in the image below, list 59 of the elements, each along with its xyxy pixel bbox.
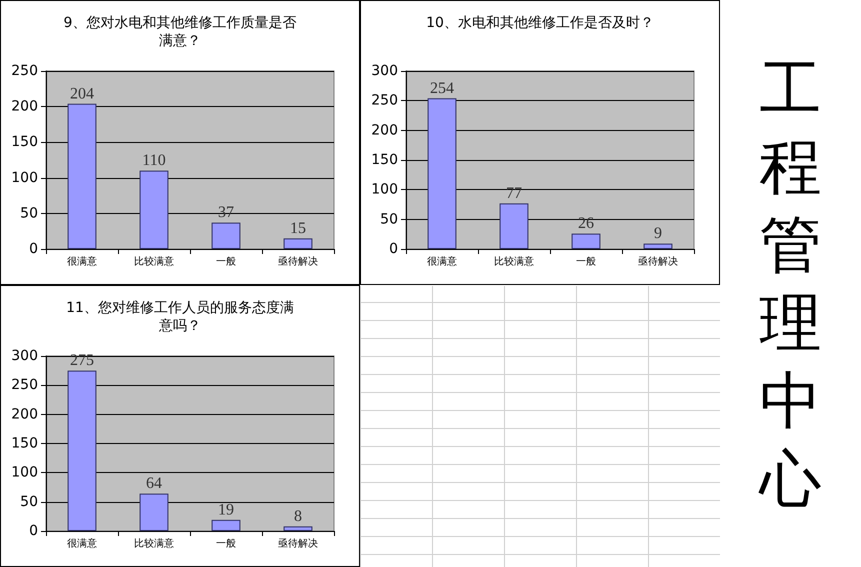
bar xyxy=(212,222,240,249)
x-tick-label: 亟待解决 xyxy=(278,256,318,268)
bar xyxy=(284,526,312,531)
x-tick-label: 一般 xyxy=(216,538,236,550)
bar xyxy=(284,238,312,249)
x-tick-label: 很满意 xyxy=(67,256,97,268)
y-tick-label: 200 xyxy=(11,406,38,422)
data-label: 110 xyxy=(142,152,166,170)
data-label: 19 xyxy=(218,501,234,518)
y-tick-label: 300 xyxy=(371,63,398,79)
y-tick-label: 200 xyxy=(11,98,38,115)
chart-title: 9、您对水电和其他维修工作质量是否满意？ xyxy=(64,15,296,49)
y-tick-label: 50 xyxy=(20,494,38,510)
x-tick-label: 亟待解决 xyxy=(278,538,318,550)
data-label: 9 xyxy=(654,225,662,242)
data-label: 275 xyxy=(70,352,94,370)
data-label: 15 xyxy=(290,220,306,237)
y-tick-label: 0 xyxy=(389,241,398,257)
x-tick-label: 一般 xyxy=(216,256,236,268)
x-tick-label: 很满意 xyxy=(67,538,97,550)
text: 工程管理中心 xyxy=(760,50,822,516)
data-label: 77 xyxy=(506,184,522,202)
y-tick-label: 50 xyxy=(380,211,398,228)
bar xyxy=(212,520,240,531)
x-tick-label: 亟待解决 xyxy=(638,256,678,268)
data-label: 8 xyxy=(294,508,302,525)
y-tick-label: 250 xyxy=(11,377,38,394)
y-tick-label: 150 xyxy=(371,152,398,168)
bar xyxy=(140,494,168,531)
y-tick-label: 100 xyxy=(371,182,398,198)
x-tick-label: 一般 xyxy=(576,256,596,268)
x-tick-label: 比较满意 xyxy=(134,256,174,268)
x-tick-label: 很满意 xyxy=(427,256,457,268)
bar xyxy=(572,234,600,249)
bar xyxy=(500,203,528,249)
bar xyxy=(68,370,96,531)
chart-title: 11、您对维修工作人员的服务态度满意吗？ xyxy=(66,300,294,334)
y-tick-label: 0 xyxy=(29,523,38,539)
y-tick-label: 100 xyxy=(11,170,38,186)
y-tick-label: 250 xyxy=(371,92,398,109)
y-tick-label: 0 xyxy=(29,241,38,257)
data-label: 64 xyxy=(146,475,162,492)
x-tick-label: 比较满意 xyxy=(494,256,534,268)
y-tick-label: 250 xyxy=(11,63,38,79)
data-label: 204 xyxy=(70,85,94,102)
chart-title: 10、水电和其他维修工作是否及时？ xyxy=(426,15,654,31)
data-label: 254 xyxy=(430,80,454,97)
x-tick-label: 比较满意 xyxy=(134,538,174,550)
data-label: 26 xyxy=(578,215,594,232)
bar xyxy=(428,98,456,249)
y-tick-label: 300 xyxy=(11,348,38,364)
bar xyxy=(140,170,168,249)
y-tick-label: 50 xyxy=(20,205,38,222)
y-tick-label: 150 xyxy=(11,436,38,452)
bar xyxy=(644,244,672,249)
bar xyxy=(68,104,96,249)
y-tick-label: 200 xyxy=(371,122,398,138)
y-tick-label: 150 xyxy=(11,134,38,150)
y-tick-label: 100 xyxy=(11,464,38,481)
